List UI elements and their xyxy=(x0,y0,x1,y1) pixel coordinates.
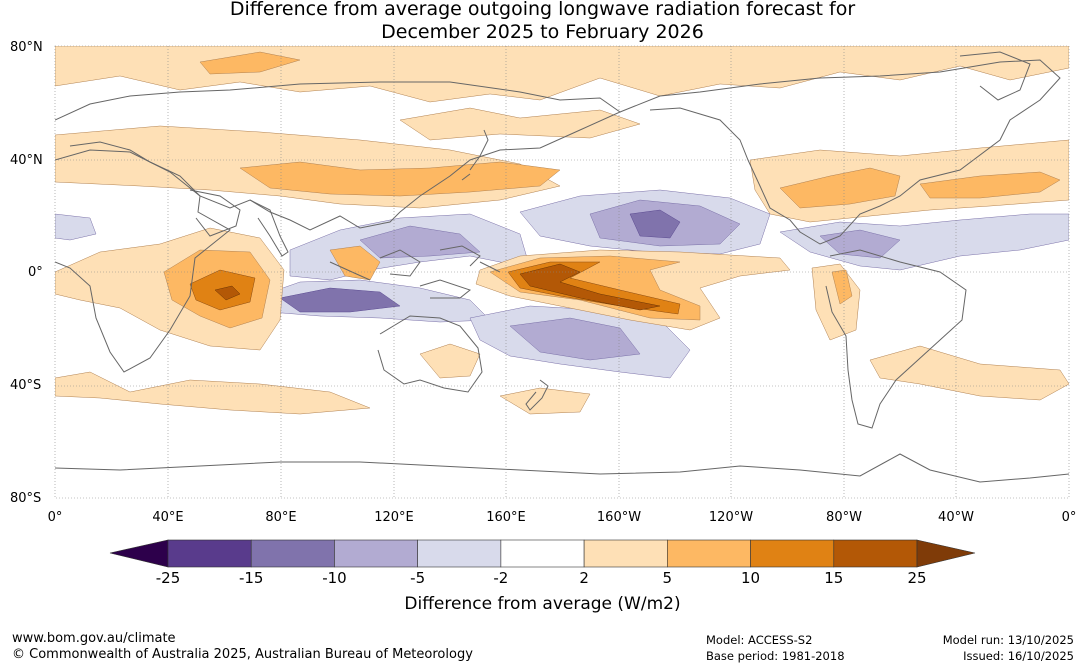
lon-label-40w: 40°W xyxy=(938,510,974,525)
coastline-new-zealand xyxy=(525,379,549,411)
lat-label-80n: 80°N xyxy=(10,40,43,55)
coastline-north-america xyxy=(619,59,1061,245)
anomaly-region-sea-pos xyxy=(329,245,381,281)
footer-issued: Issued: 16/10/2025 xyxy=(963,649,1074,663)
coastline-arabia xyxy=(189,189,241,237)
colorbar-tick-label: 15 xyxy=(824,569,844,587)
coastline-australia xyxy=(377,315,483,393)
lon-label-0-east: 0° xyxy=(1061,510,1077,525)
colorbar-segment xyxy=(750,539,835,568)
coastline-eurasia xyxy=(55,81,622,231)
lat-label-40s: 40°S xyxy=(10,378,42,393)
lat-label-40n: 40°N xyxy=(10,153,43,168)
lon-label-0: 0° xyxy=(47,510,63,525)
coastline-antarctica xyxy=(55,453,1069,483)
colorbar-under-arrow xyxy=(109,539,169,568)
anomaly-region-arctic-inner xyxy=(199,51,301,75)
lon-label-160e: 160°E xyxy=(486,510,526,525)
anomaly-region-south-america-pos2 xyxy=(831,269,853,305)
anomaly-region-north-pacific-neg3 xyxy=(629,209,681,239)
map-title-line2: December 2025 to February 2026 xyxy=(381,21,704,43)
footer-url[interactable]: www.bom.gov.au/climate xyxy=(12,631,176,646)
coastline-south-america xyxy=(825,249,967,429)
colorbar-segment xyxy=(250,539,335,568)
colorbar-segment xyxy=(334,539,418,568)
anomaly-region-australia-pos xyxy=(419,343,481,379)
anomaly-region-south-atlantic-pos xyxy=(869,345,1069,401)
lon-label-80e: 80°E xyxy=(265,510,297,525)
lon-label-160w: 160°W xyxy=(596,510,642,525)
coastline-greenland xyxy=(959,51,1031,101)
anomaly-region-caribbean-neg xyxy=(779,213,1069,271)
anomaly-region-west-indian-neg xyxy=(55,213,97,241)
colorbar-tick-label: -10 xyxy=(322,569,347,587)
footer-copyright: © Commonwealth of Australia 2025, Austra… xyxy=(12,647,473,662)
anomaly-region-equatorial-pacific-15 xyxy=(519,263,661,311)
coastline-india xyxy=(249,199,289,257)
colorbar-segment xyxy=(583,539,668,568)
colorbar-segment xyxy=(833,539,918,568)
coastline-japan xyxy=(461,129,489,181)
lon-label-120e: 120°E xyxy=(374,510,414,525)
footer-base-period: Base period: 1981-2018 xyxy=(706,649,845,663)
graticule xyxy=(54,45,1070,499)
colorbar-tick-label: 25 xyxy=(907,569,927,587)
anomaly-region-south-pacific-neg2 xyxy=(509,317,641,361)
anomaly-region-north-america-inner xyxy=(779,167,901,209)
colorbar-tick-label: 5 xyxy=(662,569,673,587)
colorbar-label: Difference from average (W/m2) xyxy=(404,594,681,614)
lon-label-120w: 120°W xyxy=(708,510,754,525)
colorbar-tick-label: -25 xyxy=(155,569,181,587)
colorbar-segment xyxy=(417,539,502,568)
anomaly-region-indian-neg2 xyxy=(279,287,401,313)
anomaly-region-asia-inner xyxy=(239,161,561,197)
coastlines xyxy=(55,51,1069,483)
colorbar-tick-label: 2 xyxy=(579,569,589,587)
colorbar-segments xyxy=(167,539,918,568)
colorbar-tick-label: -2 xyxy=(493,569,509,587)
colorbar-segment xyxy=(167,539,252,568)
colorbar-tick-label: -15 xyxy=(238,569,264,587)
anomaly-region-southern-ocean-pos xyxy=(55,371,371,415)
colorbar-tick-label: -5 xyxy=(410,569,426,587)
colorbar-over-arrow xyxy=(916,539,976,568)
anomaly-field xyxy=(55,46,1069,498)
anomaly-region-eurasia-north xyxy=(399,107,641,141)
anomaly-region-atlantic-north xyxy=(919,171,1061,199)
footer-model-run: Model run: 13/10/2025 xyxy=(942,633,1074,647)
anomaly-region-south-pacific-pos xyxy=(499,387,591,415)
lon-label-40e: 40°E xyxy=(152,510,184,525)
colorbar-segment xyxy=(667,539,751,568)
lat-label-0: 0° xyxy=(28,265,43,280)
colorbar-tick-label: 10 xyxy=(741,569,761,587)
anomaly-region-east-africa-15 xyxy=(214,285,241,301)
colorbar-segment xyxy=(500,539,585,568)
lat-label-80s: 80°S xyxy=(10,491,42,506)
footer-model: Model: ACCESS-S2 xyxy=(706,633,813,647)
anomaly-region-arctic xyxy=(55,46,1069,103)
lon-label-80w: 80°W xyxy=(826,510,862,525)
anomaly-region-caribbean-neg2 xyxy=(819,229,901,259)
map-title-line1: Difference from average outgoing longwav… xyxy=(229,0,856,20)
